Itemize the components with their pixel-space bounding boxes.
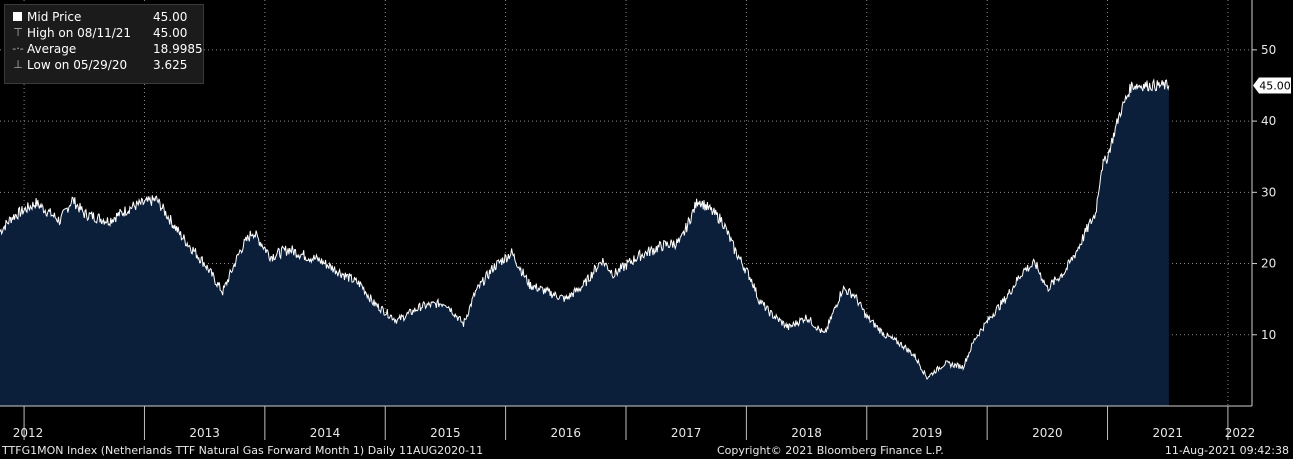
- y-tick-label: 30: [1261, 185, 1276, 199]
- legend-label: Mid Price: [27, 10, 82, 24]
- last-value-marker: 45.00: [1253, 77, 1291, 94]
- x-axis: 2012 2013 2014 2015 2016 2017 2018 2019 2020 2021…: [0, 405, 1256, 440]
- x-tick-label: 2019: [912, 426, 943, 440]
- y-tick-label: 50: [1261, 43, 1276, 57]
- legend-label: Average: [27, 42, 77, 56]
- legend-row-average: -·- Average 18.9985: [5, 41, 203, 57]
- x-tick-label: 2016: [551, 426, 582, 440]
- legend-label: High on 08/11/21: [27, 26, 132, 40]
- x-tick-label: 2012: [13, 426, 44, 440]
- last-value-tag: [1253, 77, 1291, 94]
- footer-timestamp: 11-Aug-2021 09:42:38: [1164, 444, 1289, 457]
- low-marker-icon: ⊥: [13, 58, 23, 71]
- y-tick-label: 10: [1261, 328, 1276, 342]
- chart-legend: Mid Price 45.00 ⊤ High on 08/11/21 45.00…: [4, 4, 204, 84]
- legend-value: 45.00: [153, 26, 188, 40]
- legend-label: Low on 05/29/20: [27, 58, 128, 72]
- legend-row-high: ⊤ High on 08/11/21 45.00: [5, 25, 203, 41]
- chart-footer: TTFG1MON Index (Netherlands TTF Natural …: [0, 442, 1293, 459]
- y-tick-label: 40: [1261, 114, 1276, 128]
- white-square-icon: [13, 12, 22, 21]
- y-tick-label: 20: [1261, 257, 1276, 271]
- legend-value: 3.625: [153, 58, 188, 72]
- x-tick-label: 2017: [671, 426, 702, 440]
- x-tick-label: 2018: [791, 426, 822, 440]
- x-tick-label: 2020: [1032, 426, 1063, 440]
- x-tick-label: 2014: [310, 426, 341, 440]
- legend-value: 45.00: [153, 10, 188, 24]
- legend-row-low: ⊥ Low on 05/29/20 3.625: [5, 57, 203, 73]
- x-tick-label: 2015: [430, 426, 461, 440]
- high-marker-icon: ⊤: [13, 26, 23, 39]
- last-value-label: 45.00: [1259, 79, 1291, 92]
- footer-copyright: Copyright© 2021 Bloomberg Finance L.P.: [717, 444, 944, 457]
- y-axis: 10 20 30 40 50: [1251, 0, 1276, 406]
- mid-price-line: [0, 78, 1170, 380]
- mid-price-area: [0, 80, 1169, 406]
- average-marker-icon: -·-: [12, 42, 24, 55]
- x-tick-label: 2022: [1225, 426, 1256, 440]
- x-tick-label: 2021: [1152, 426, 1183, 440]
- footer-index-description: TTFG1MON Index (Netherlands TTF Natural …: [2, 444, 484, 457]
- legend-value: 18.9985: [153, 42, 203, 56]
- x-tick-label: 2013: [189, 426, 220, 440]
- legend-row-mid-price: Mid Price 45.00: [5, 9, 203, 25]
